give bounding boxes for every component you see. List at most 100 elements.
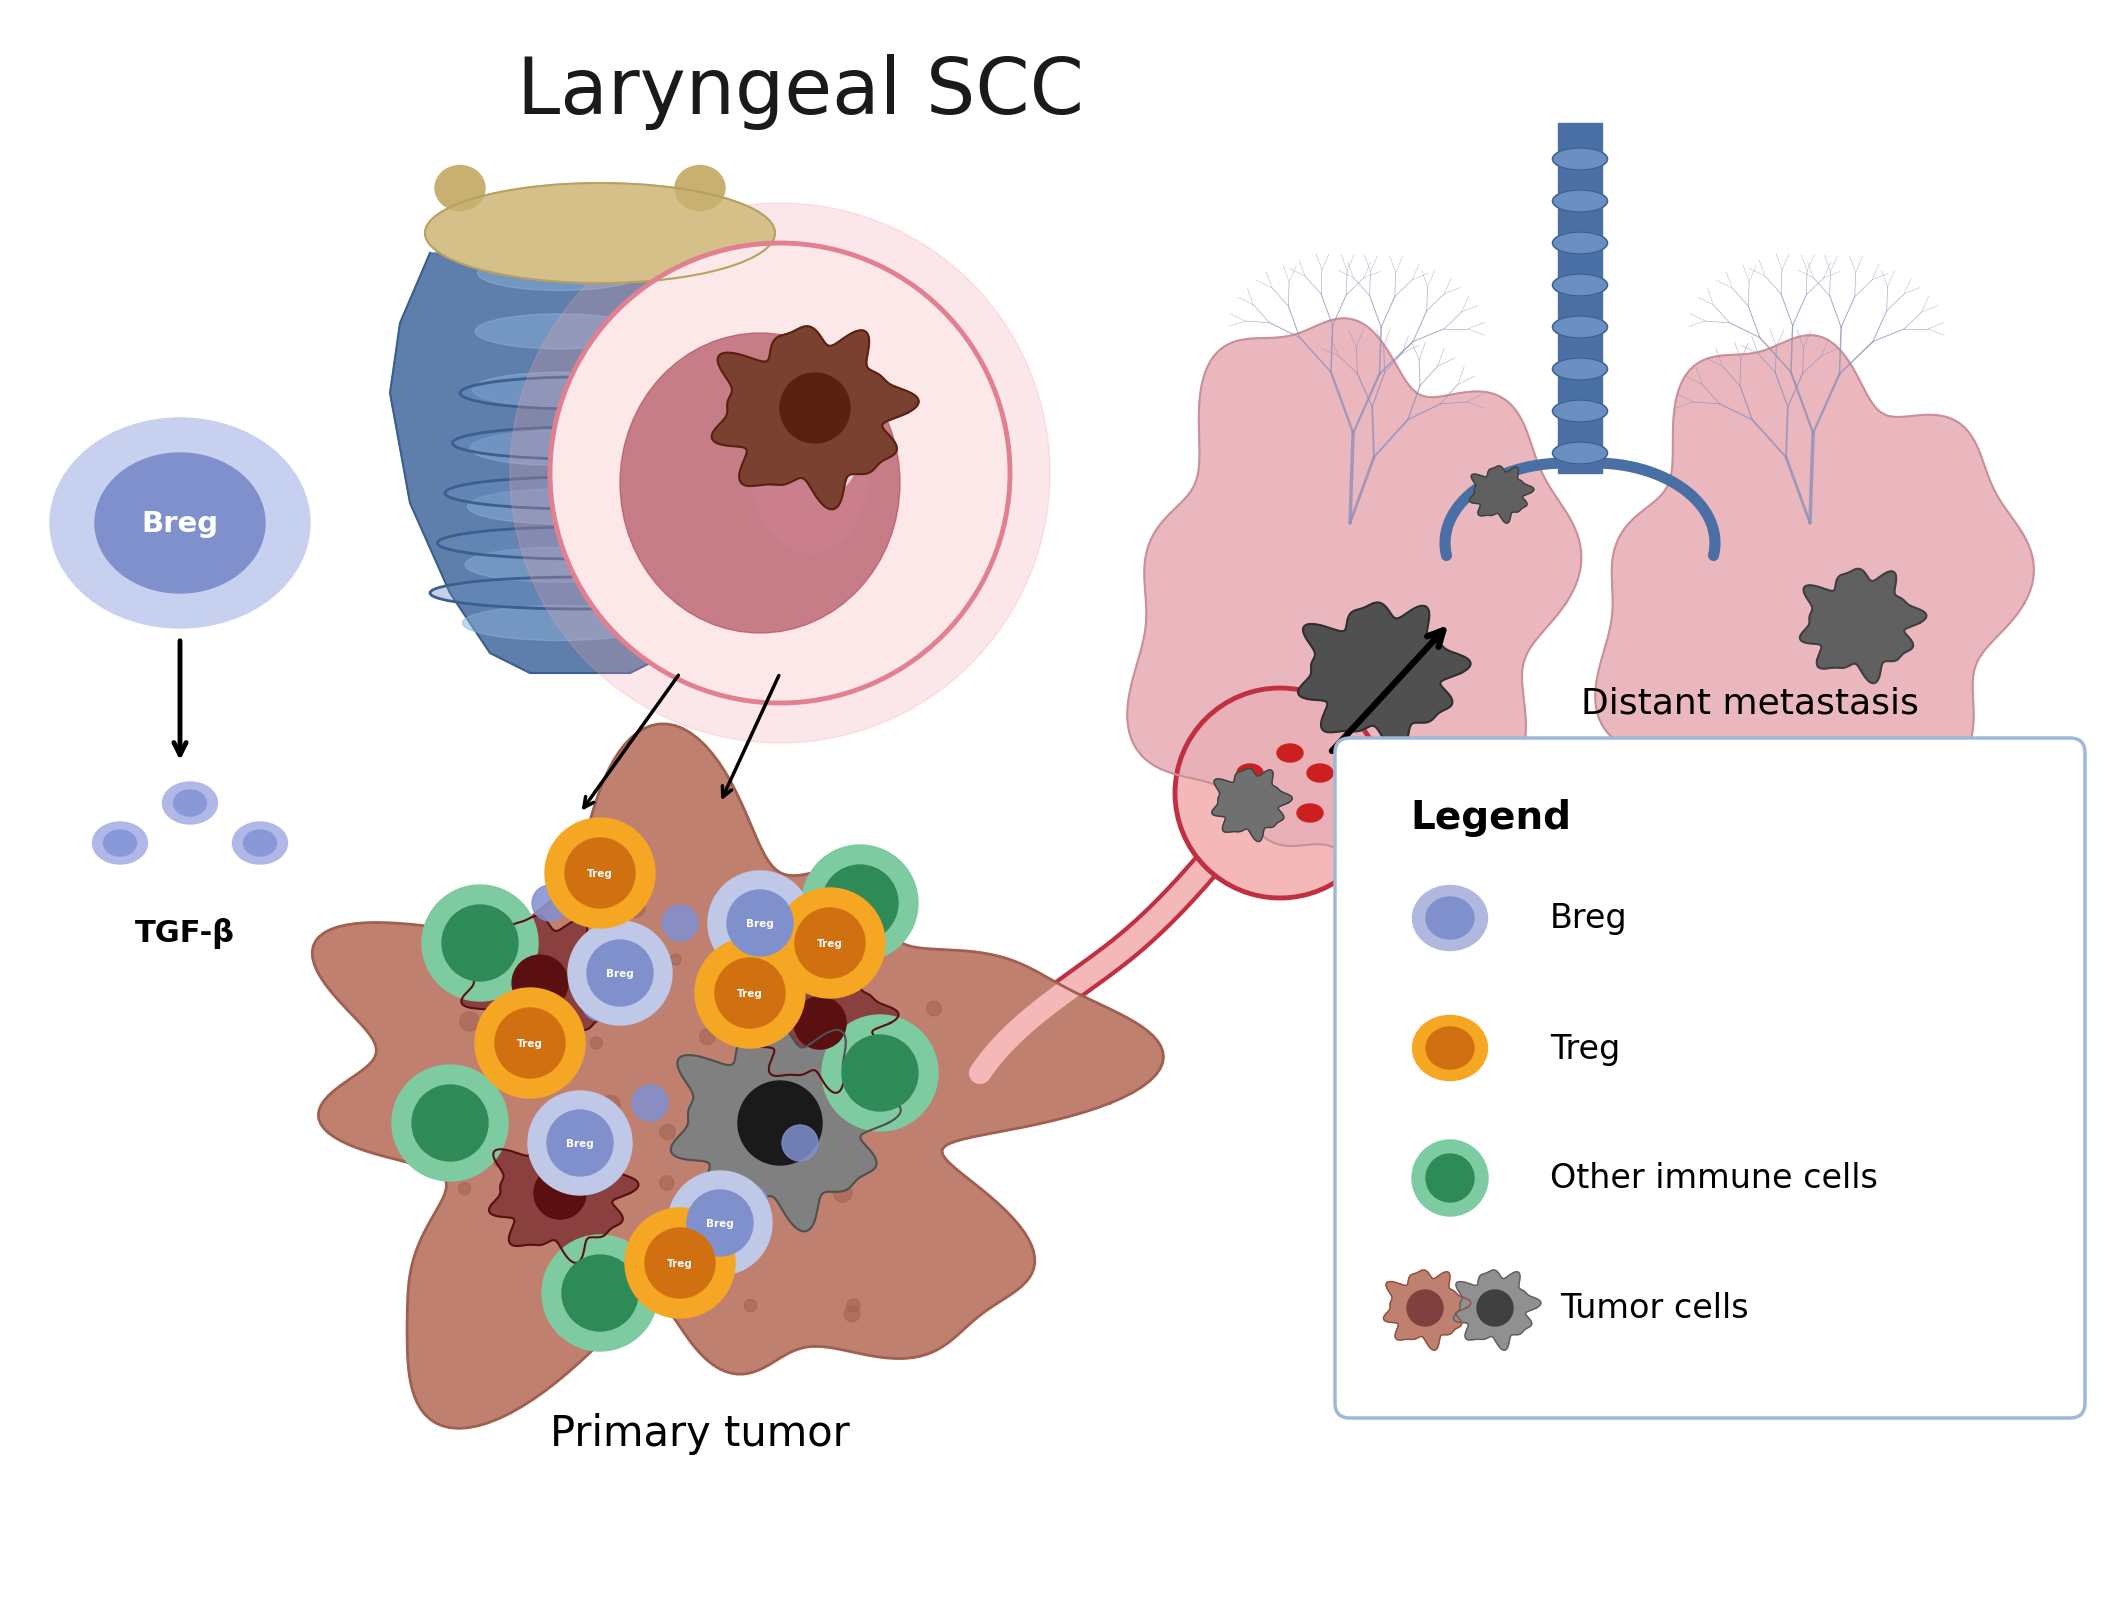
Circle shape <box>528 1091 632 1195</box>
Circle shape <box>738 943 749 953</box>
Polygon shape <box>313 724 1164 1428</box>
Text: Breg: Breg <box>140 510 219 537</box>
Circle shape <box>583 1209 598 1224</box>
Circle shape <box>511 204 1049 743</box>
Circle shape <box>670 954 681 966</box>
Ellipse shape <box>96 454 266 594</box>
Circle shape <box>626 1208 734 1318</box>
Circle shape <box>547 1110 613 1177</box>
Circle shape <box>762 1073 779 1091</box>
Polygon shape <box>1298 604 1470 751</box>
Ellipse shape <box>470 432 649 466</box>
Text: Breg: Breg <box>606 969 634 979</box>
Ellipse shape <box>1553 149 1607 170</box>
Ellipse shape <box>466 549 655 583</box>
Ellipse shape <box>1277 745 1302 763</box>
Ellipse shape <box>462 605 658 641</box>
Ellipse shape <box>477 256 643 291</box>
Circle shape <box>534 1167 585 1219</box>
Text: Legend: Legend <box>1411 799 1570 836</box>
Circle shape <box>443 906 517 982</box>
Polygon shape <box>1211 769 1292 842</box>
Ellipse shape <box>472 373 647 407</box>
Ellipse shape <box>468 490 653 524</box>
Circle shape <box>645 1229 715 1298</box>
Ellipse shape <box>475 315 645 349</box>
Ellipse shape <box>162 782 217 824</box>
Circle shape <box>702 956 738 992</box>
Circle shape <box>841 930 853 943</box>
Ellipse shape <box>426 183 775 284</box>
Text: Treg: Treg <box>1549 1032 1619 1065</box>
Circle shape <box>834 1099 845 1110</box>
Circle shape <box>802 846 917 961</box>
Ellipse shape <box>817 419 843 508</box>
Ellipse shape <box>1236 764 1264 782</box>
Circle shape <box>413 1089 432 1107</box>
Circle shape <box>568 922 672 1026</box>
Polygon shape <box>389 253 770 674</box>
Ellipse shape <box>49 419 311 628</box>
Ellipse shape <box>1426 1027 1475 1070</box>
Circle shape <box>413 1086 487 1162</box>
Circle shape <box>526 984 536 993</box>
Circle shape <box>492 1151 509 1167</box>
Ellipse shape <box>445 477 715 510</box>
Circle shape <box>632 1086 668 1121</box>
FancyBboxPatch shape <box>1334 738 2085 1419</box>
Circle shape <box>696 938 804 1048</box>
Circle shape <box>758 1000 768 1011</box>
Polygon shape <box>489 1130 638 1263</box>
Circle shape <box>730 1109 743 1120</box>
Circle shape <box>502 1026 538 1061</box>
Text: Breg: Breg <box>747 919 775 928</box>
Circle shape <box>794 997 847 1050</box>
Ellipse shape <box>1296 805 1324 823</box>
Circle shape <box>496 1008 566 1078</box>
Ellipse shape <box>1553 443 1607 464</box>
Ellipse shape <box>1307 764 1332 782</box>
Polygon shape <box>749 961 898 1094</box>
Circle shape <box>728 891 794 956</box>
Circle shape <box>1407 1290 1443 1326</box>
Ellipse shape <box>243 831 277 857</box>
Circle shape <box>626 898 645 919</box>
Circle shape <box>549 243 1011 703</box>
Circle shape <box>596 1245 609 1256</box>
Text: Distant metastasis: Distant metastasis <box>1581 687 1919 721</box>
Ellipse shape <box>1413 1016 1487 1081</box>
Circle shape <box>700 1029 715 1045</box>
Circle shape <box>545 818 655 928</box>
Ellipse shape <box>1553 232 1607 255</box>
Circle shape <box>562 1255 638 1331</box>
Circle shape <box>600 1096 619 1115</box>
Circle shape <box>543 1235 658 1352</box>
Text: Breg: Breg <box>566 1138 594 1149</box>
Text: Treg: Treg <box>817 938 843 948</box>
Circle shape <box>781 373 849 443</box>
Ellipse shape <box>1413 886 1487 951</box>
Polygon shape <box>1470 466 1534 524</box>
Circle shape <box>475 988 585 1099</box>
Circle shape <box>468 958 477 967</box>
Circle shape <box>1426 1154 1475 1203</box>
Ellipse shape <box>619 334 900 633</box>
Circle shape <box>687 1190 753 1256</box>
Polygon shape <box>1558 123 1602 474</box>
Circle shape <box>1477 1290 1513 1326</box>
Text: Treg: Treg <box>666 1258 694 1268</box>
Circle shape <box>747 919 762 933</box>
Circle shape <box>745 1300 758 1311</box>
Circle shape <box>751 1089 766 1105</box>
Polygon shape <box>711 326 919 510</box>
Ellipse shape <box>434 167 485 211</box>
Circle shape <box>594 1277 604 1289</box>
Ellipse shape <box>438 527 724 560</box>
Circle shape <box>460 1183 470 1195</box>
Circle shape <box>775 888 885 998</box>
Ellipse shape <box>232 823 287 865</box>
Ellipse shape <box>430 578 730 610</box>
Circle shape <box>796 909 864 979</box>
Circle shape <box>421 886 538 1001</box>
Text: TGF-β: TGF-β <box>134 919 234 949</box>
